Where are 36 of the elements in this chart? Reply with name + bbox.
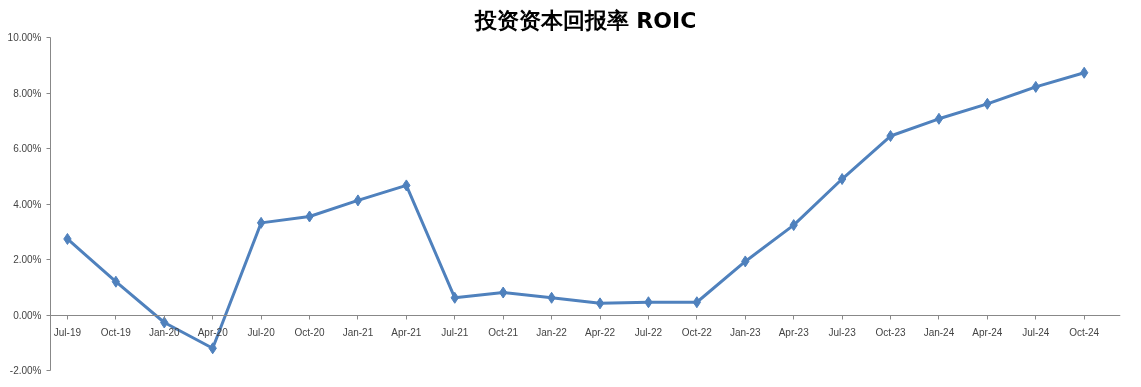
point — [837, 173, 847, 186]
point — [595, 297, 605, 310]
x-tick-label: Jul-22 — [634, 327, 663, 338]
x-tick-label: Oct-22 — [681, 327, 713, 338]
x-tick-label: Apr-24 — [972, 327, 1003, 338]
x-tick-label: Oct-20 — [294, 327, 325, 338]
x-tick-label: Jan-22 — [536, 327, 568, 338]
x-tick-label: Jan-24 — [923, 327, 955, 338]
x-tick-label: Apr-21 — [391, 327, 422, 338]
x-tick-label: Jan-21 — [342, 327, 374, 338]
x-tick-label: Oct-21 — [488, 327, 519, 338]
x-tick-label: Jan-23 — [729, 327, 761, 338]
y-tick-label: 2.00% — [13, 254, 42, 265]
y-tick-label: 0.00% — [13, 309, 42, 321]
point — [111, 275, 121, 288]
x-tick-label: Oct-24 — [1069, 327, 1100, 338]
point — [256, 216, 266, 229]
y-tick-label: 4.00% — [13, 198, 42, 210]
x-tick-label: Jan-20 — [148, 327, 180, 338]
x-tick-label: Jul-23 — [828, 327, 857, 338]
point — [353, 194, 363, 207]
x-tick-label: Apr-22 — [585, 327, 616, 338]
x-tick-label: Jul-21 — [441, 327, 469, 338]
x-tick-label: Jul-24 — [1022, 327, 1050, 338]
x-tick-label: Jul-20 — [247, 327, 276, 338]
y-tick-label: 8.00% — [13, 87, 42, 99]
point — [692, 296, 702, 309]
y-tick-label: -2.00% — [9, 364, 42, 376]
x-tick-label: Oct-23 — [875, 327, 906, 338]
x-tick-label: Jul-19 — [53, 327, 82, 338]
y-tick-label: 6.00% — [13, 143, 42, 154]
point — [934, 112, 944, 125]
x-tick-label: Oct-19 — [100, 327, 132, 338]
chart-title: 投资资本回报率 ROIC — [473, 7, 697, 33]
x-tick-label: Apr-23 — [778, 327, 810, 338]
y-tick-label: 10.00% — [7, 32, 42, 43]
